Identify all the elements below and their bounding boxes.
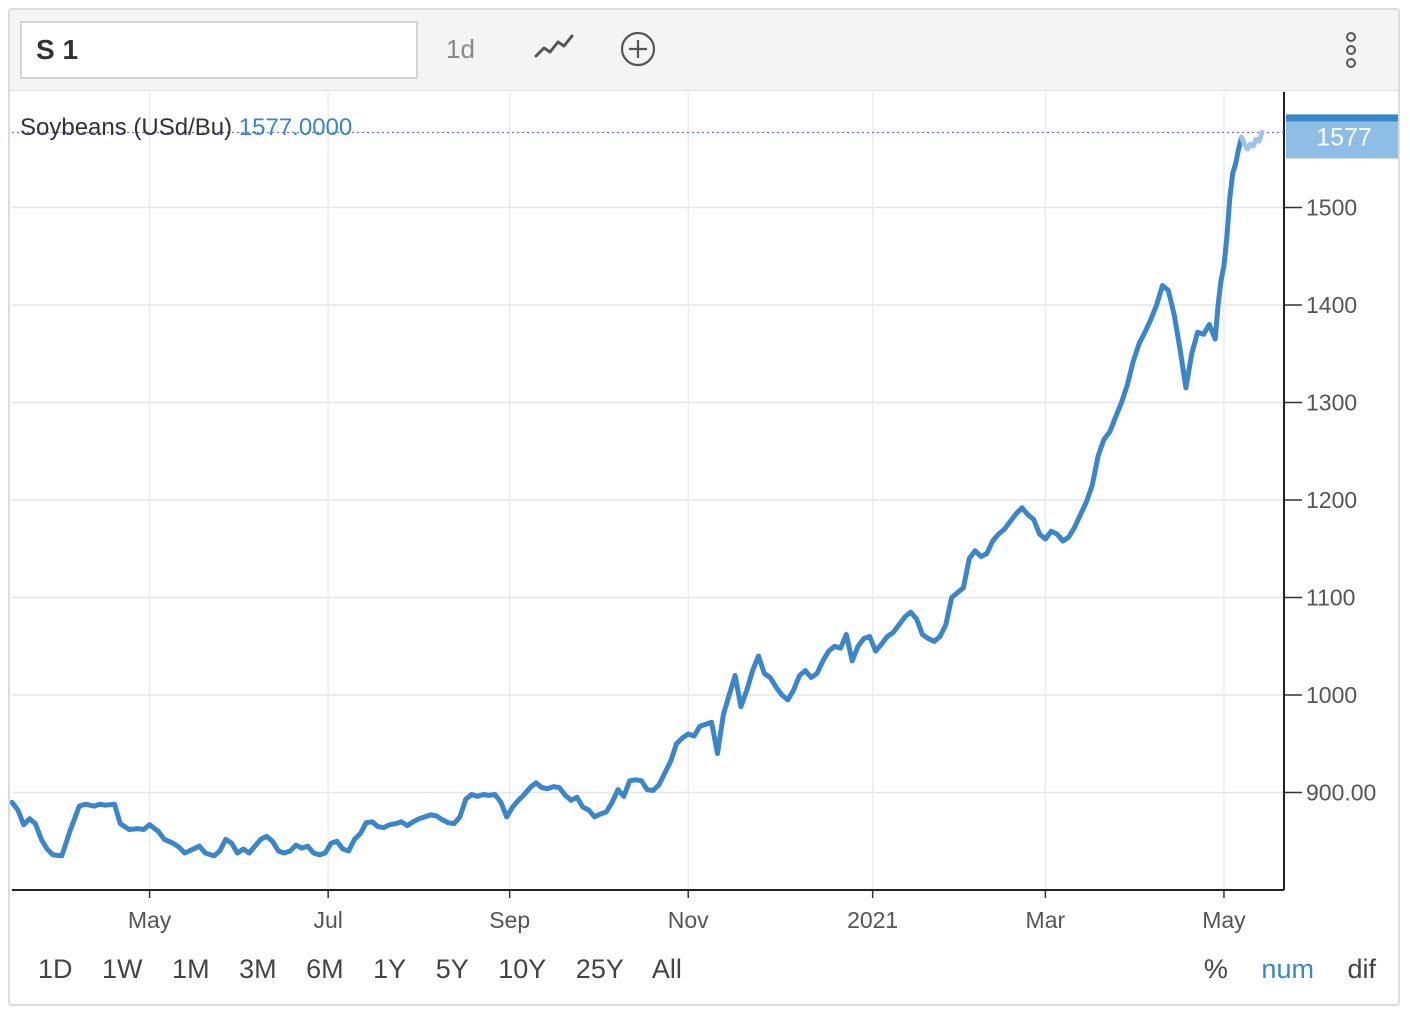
line-chart-icon[interactable] xyxy=(534,32,574,62)
y-tick-label: 1200 xyxy=(1306,487,1357,513)
symbol-input[interactable]: S 1 xyxy=(20,21,418,79)
x-tick-label: 2021 xyxy=(847,907,898,933)
last-price-tag-top xyxy=(1286,114,1398,122)
y-tick-label: 1300 xyxy=(1306,390,1357,416)
range-all[interactable]: All xyxy=(651,954,682,984)
plus-circle-icon[interactable] xyxy=(619,30,657,68)
y-tick-label: 1000 xyxy=(1306,682,1357,708)
last-price-tag xyxy=(1286,114,1398,159)
y-tick-label: 1100 xyxy=(1306,585,1355,611)
x-tick-label: Sep xyxy=(489,907,530,933)
range-1m[interactable]: 1M xyxy=(172,954,210,984)
range-25y[interactable]: 25Y xyxy=(575,954,624,984)
y-tick-label: 1500 xyxy=(1306,195,1357,221)
mode-num[interactable]: num xyxy=(1261,954,1314,984)
x-tick-label: Mar xyxy=(1026,907,1066,933)
x-tick-label: Jul xyxy=(313,907,342,933)
range-1w[interactable]: 1W xyxy=(102,954,143,984)
display-mode-selector: % num dif xyxy=(1178,954,1376,985)
chart-widget: S 1 1d 900.00 1000 1100 1200 1300 1400 1500 May… xyxy=(8,8,1400,1006)
x-tick-label: May xyxy=(1202,907,1246,933)
range-1y[interactable]: 1Y xyxy=(373,954,407,984)
x-tick-label: Nov xyxy=(668,907,709,933)
range-6m[interactable]: 6M xyxy=(306,954,344,984)
mode-percent[interactable]: % xyxy=(1203,954,1228,984)
y-tick-label: 900.00 xyxy=(1306,780,1376,806)
range-5y[interactable]: 5Y xyxy=(435,954,469,984)
legend-series-label: Soybeans (USd/Bu) xyxy=(20,114,233,141)
interval-selector[interactable]: 1d xyxy=(446,34,475,64)
range-3m[interactable]: 3M xyxy=(239,954,277,984)
legend-value: 1577.0000 xyxy=(238,114,353,141)
y-tick-label: 1400 xyxy=(1306,292,1357,318)
range-selector: 1D 1W 1M 3M 6M 1Y 5Y 10Y 25Y All xyxy=(38,954,704,985)
range-10y[interactable]: 10Y xyxy=(498,954,547,984)
mode-dif[interactable]: dif xyxy=(1347,954,1376,984)
toolbar: S 1 1d xyxy=(10,10,1398,91)
price-chart[interactable]: 900.00 1000 1100 1200 1300 1400 1500 May Jul Sep N… xyxy=(10,10,1400,1006)
last-price-tag-label: 1577 xyxy=(1316,123,1372,151)
vertical-dots-icon[interactable] xyxy=(1332,30,1370,70)
series-line xyxy=(10,134,1244,859)
chart-legend: Soybeans (USd/Bu) 1577.0000 xyxy=(20,114,352,142)
series-line-tail xyxy=(1239,129,1265,152)
range-1d[interactable]: 1D xyxy=(38,954,73,984)
x-tick-label: May xyxy=(128,907,172,933)
